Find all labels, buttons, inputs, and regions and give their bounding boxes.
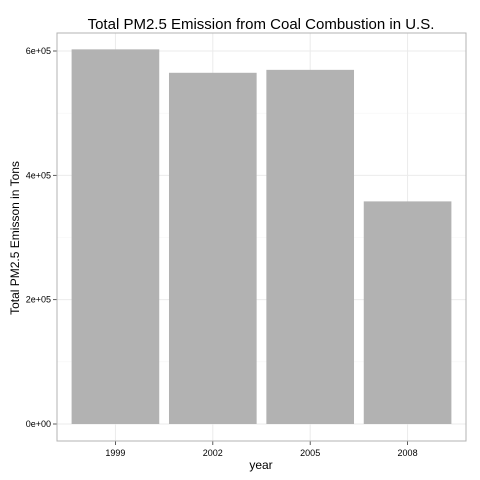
bar-2008 — [363, 201, 452, 424]
x-axis-ticks: 1999 2002 2005 2008 — [105, 441, 418, 458]
x-axis-title: year — [249, 458, 272, 472]
y-tick-label: 2e+05 — [26, 295, 51, 305]
bars — [71, 49, 452, 425]
bar-2005 — [266, 69, 355, 424]
y-axis-title: Total PM2.5 Emisson in Tons — [8, 161, 22, 315]
x-tick-label: 2005 — [300, 448, 320, 458]
x-tick-label: 1999 — [105, 448, 125, 458]
y-axis-ticks: 0e+00 2e+05 4e+05 6e+05 — [26, 46, 57, 429]
bar-1999 — [71, 49, 160, 425]
bar-2002 — [168, 72, 257, 425]
panel-border — [56, 32, 467, 442]
x-tick-label: 2008 — [398, 448, 418, 458]
x-tick-label: 2002 — [203, 448, 223, 458]
y-tick-label: 4e+05 — [26, 170, 51, 180]
y-tick-label: 0e+00 — [26, 419, 51, 429]
chart-title: Total PM2.5 Emission from Coal Combustio… — [88, 16, 435, 33]
y-tick-label: 6e+05 — [26, 46, 51, 56]
